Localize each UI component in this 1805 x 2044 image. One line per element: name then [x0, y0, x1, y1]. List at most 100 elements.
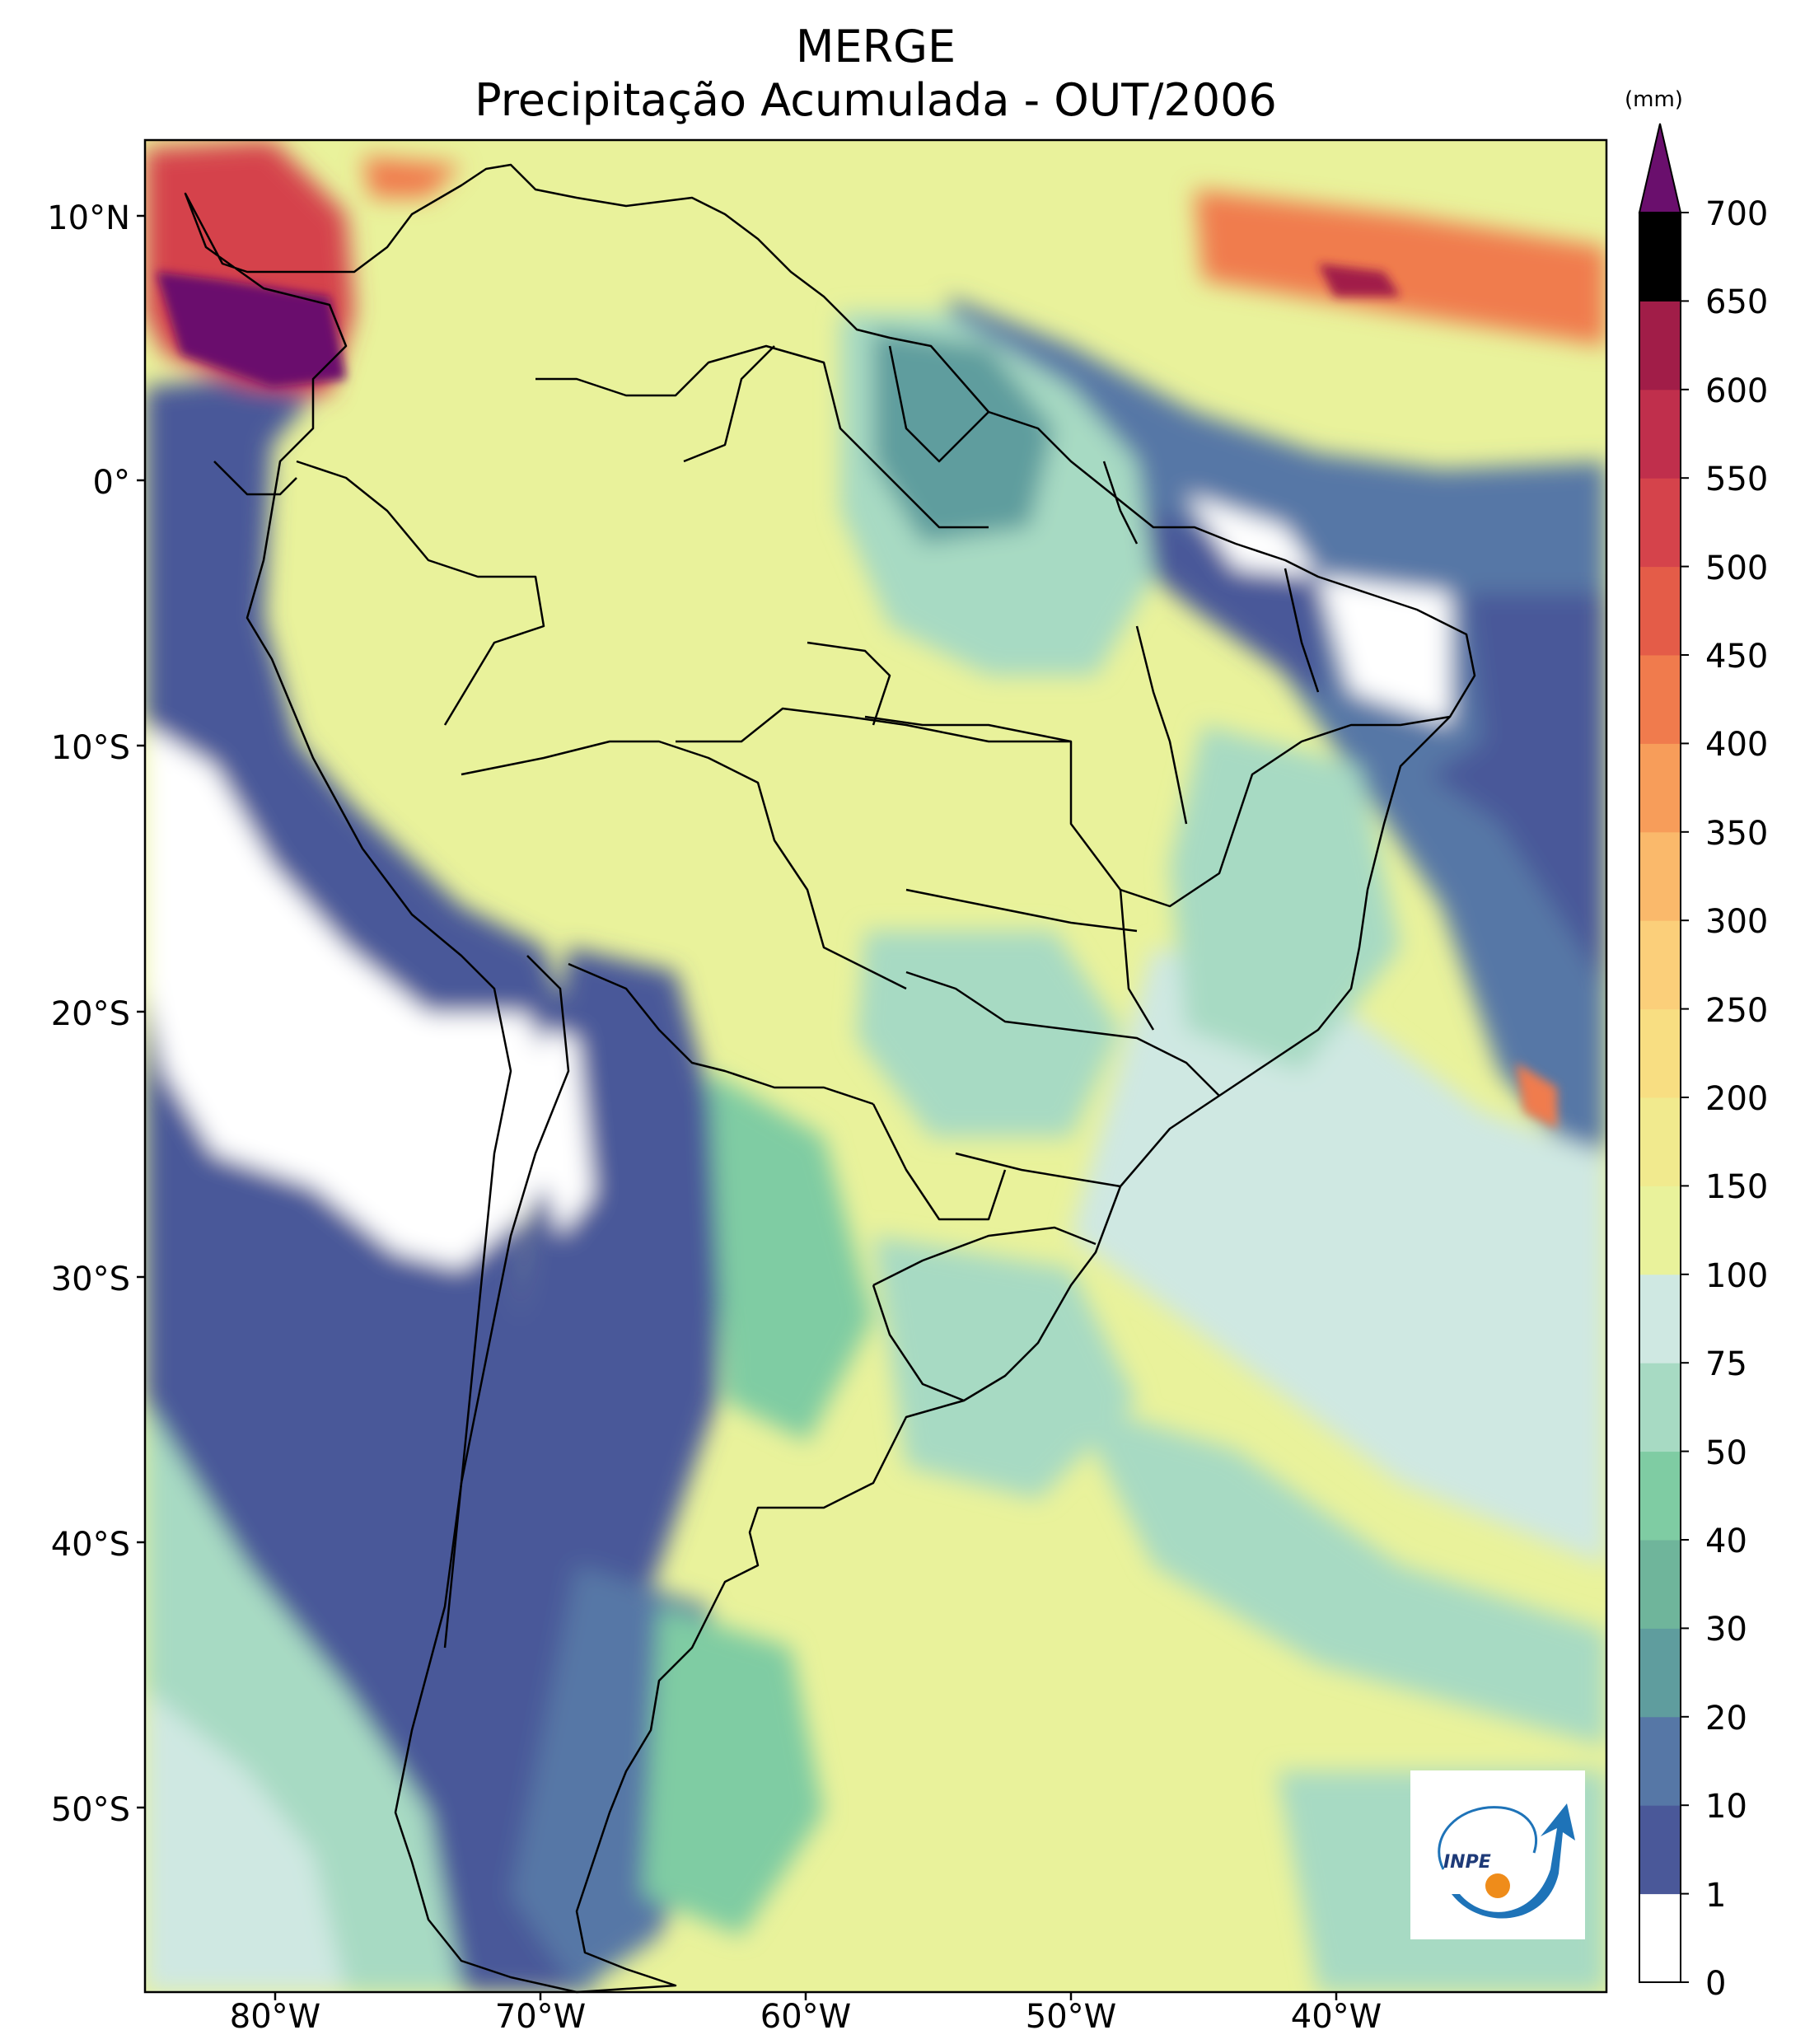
lat-label-50s: 50°S [50, 1791, 130, 1829]
colorbar-segment [1639, 743, 1681, 833]
colorbar-tick-label: 40 [1705, 1522, 1747, 1560]
lat-label-10n: 10°N [47, 199, 130, 237]
border-acre [807, 641, 891, 726]
colorbar-segment [1639, 1008, 1681, 1098]
colorbar-tick-label: 10 [1705, 1788, 1747, 1827]
field-atlantic-south [1071, 947, 1606, 1565]
colorbar-extend-arrow [1638, 123, 1682, 213]
logo-text: INPE [1443, 1852, 1491, 1873]
border-brazil-states-7 [905, 888, 1138, 933]
south-america-outline [184, 163, 1476, 1994]
map-subtitle: Precipitação Acumulada - OUT/2006 [475, 74, 1277, 126]
colorbar-tick-label: 1 [1705, 1876, 1727, 1915]
colorbar-tick-label: 20 [1705, 1699, 1747, 1738]
map-frame [143, 138, 1608, 1994]
colorbar-segment [1639, 831, 1681, 921]
border-ecuador [213, 461, 297, 496]
colorbar-tick-label: 550 [1705, 461, 1769, 499]
colorbar-tick-label: 400 [1705, 726, 1769, 765]
lon-label-50w: 50°W [1025, 1998, 1117, 2036]
border-brazil-states-8 [1119, 889, 1155, 1031]
colorbar-segment [1639, 1274, 1681, 1363]
colorbar-tick-label: 350 [1705, 814, 1769, 853]
lon-label-80w: 80°W [229, 1998, 321, 2036]
colorbar-segment [1639, 301, 1681, 391]
colorbar-segment [1639, 1097, 1681, 1186]
border-brazil-states-2 [905, 971, 1220, 1097]
lon-label-60w: 60°W [760, 1998, 852, 2036]
border-brazil-states-1 [864, 715, 1451, 908]
colorbar-segment [1639, 1186, 1681, 1275]
colorbar-tick-label: 75 [1705, 1345, 1747, 1384]
precipitation-field [145, 140, 1606, 1992]
logo-arrow [1452, 1803, 1575, 1919]
colorbar-segment [1639, 1540, 1681, 1629]
colorbar-tick-label: 200 [1705, 1080, 1769, 1118]
logo-sun [1485, 1873, 1510, 1898]
border-paraguay [872, 1103, 1007, 1221]
colorbar-tick-label: 150 [1705, 1168, 1769, 1207]
coastline [184, 163, 1476, 1994]
colorbar [1638, 123, 1689, 1983]
field-patagonia-east [643, 1607, 824, 1936]
field-atlantic-itcz [1195, 189, 1606, 346]
field-chaco-green [708, 1071, 873, 1442]
border-brazil-states-4 [872, 1226, 1097, 1287]
border-brazil-states-5 [1135, 625, 1188, 825]
map-title: MERGE [795, 21, 956, 72]
colorbar-segment [1639, 1628, 1681, 1718]
border-brazil-states-3 [955, 1152, 1121, 1188]
lat-label-30s: 30°S [50, 1261, 130, 1298]
colorbar-tick-label: 100 [1705, 1256, 1769, 1295]
field-pantanal-green [857, 931, 1120, 1137]
field-pacific-zero [145, 725, 577, 1269]
field-atlantic-equatorial [947, 297, 1606, 1195]
colorbar-segment [1639, 655, 1681, 744]
colorbar-segment [1639, 1805, 1681, 1895]
field-equatorial-zero [1186, 494, 1318, 577]
colorbar-segment [1639, 1451, 1681, 1541]
colorbar-tick-label: 30 [1705, 1611, 1747, 1649]
lat-label-40s: 40°S [50, 1526, 130, 1564]
colorbar-segment [1639, 1716, 1681, 1806]
border-brazil-states-6 [1284, 568, 1320, 693]
border-uruguay [872, 1284, 965, 1402]
inpe-logo-graphic: INPE [1438, 1803, 1575, 1919]
field-atlantic-spot [1516, 1063, 1557, 1129]
field-bahia-green [1170, 725, 1401, 1071]
colorbar-segment [1639, 389, 1681, 479]
colorbar-tick-label: 450 [1705, 638, 1769, 676]
logo-orbit-thin [1438, 1806, 1538, 1870]
border-french-guiana [1102, 461, 1139, 545]
colorbar-tick-label: 50 [1705, 1434, 1747, 1472]
field-itcz-core [1318, 264, 1401, 297]
lon-tick-marks [274, 1992, 1338, 2000]
colorbar-units: (mm) [1625, 87, 1683, 112]
border-argentina-bolivia [568, 962, 874, 1106]
colorbar-tick-label: 300 [1705, 903, 1769, 942]
field-ne-zero [1318, 577, 1450, 725]
colorbar-segment [1639, 1893, 1681, 1983]
colorbar-segment [1639, 1363, 1681, 1452]
field-max-wet-core [157, 272, 346, 387]
colorbar-tick-label: 0 [1705, 1965, 1727, 2003]
inpe-logo: INPE [1410, 1770, 1585, 1939]
border-bolivia-brazil [676, 707, 1071, 743]
colorbar-segment [1639, 213, 1681, 302]
field-atlantic-band [1071, 1401, 1606, 1747]
colorbar-segment [1639, 920, 1681, 1010]
colorbar-tick-label: 650 [1705, 283, 1769, 322]
border-bolivia [461, 740, 907, 990]
field-south-brazil [873, 1236, 1137, 1499]
field-atacama-zero [535, 1030, 593, 1236]
colorbar-segment [1639, 478, 1681, 568]
border-guyana [888, 345, 989, 463]
colorbar-tick-label: 500 [1705, 549, 1769, 587]
lat-label-0: 0° [92, 464, 130, 502]
border-chile-argentina [443, 955, 570, 1649]
lon-label-40w: 40°W [1290, 1998, 1382, 2036]
colorbar-tick-label: 250 [1705, 991, 1769, 1030]
field-atlantic-dry [989, 445, 1606, 989]
colorbar-tick-label: 600 [1705, 372, 1769, 410]
